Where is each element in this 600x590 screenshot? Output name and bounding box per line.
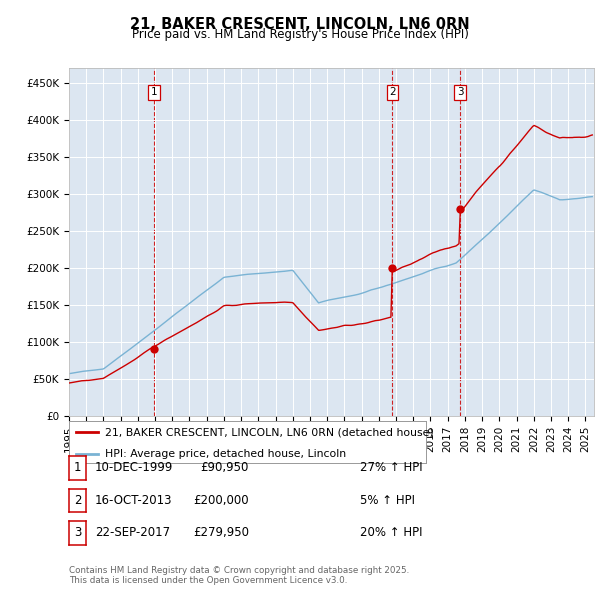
Text: 10-DEC-1999: 10-DEC-1999 (95, 461, 173, 474)
Text: Contains HM Land Registry data © Crown copyright and database right 2025.
This d: Contains HM Land Registry data © Crown c… (69, 566, 409, 585)
Text: 21, BAKER CRESCENT, LINCOLN, LN6 0RN (detached house): 21, BAKER CRESCENT, LINCOLN, LN6 0RN (de… (105, 427, 433, 437)
Text: 2: 2 (74, 494, 81, 507)
Text: £200,000: £200,000 (193, 494, 249, 507)
Text: 21, BAKER CRESCENT, LINCOLN, LN6 0RN: 21, BAKER CRESCENT, LINCOLN, LN6 0RN (130, 17, 470, 31)
Text: 5% ↑ HPI: 5% ↑ HPI (360, 494, 415, 507)
Text: 22-SEP-2017: 22-SEP-2017 (95, 526, 170, 539)
Text: 3: 3 (457, 87, 463, 97)
Text: £90,950: £90,950 (200, 461, 249, 474)
Text: 16-OCT-2013: 16-OCT-2013 (95, 494, 172, 507)
Text: £279,950: £279,950 (193, 526, 249, 539)
Text: 1: 1 (74, 461, 81, 474)
Text: 20% ↑ HPI: 20% ↑ HPI (360, 526, 422, 539)
Text: HPI: Average price, detached house, Lincoln: HPI: Average price, detached house, Linc… (105, 449, 346, 459)
Text: 3: 3 (74, 526, 81, 539)
Text: 1: 1 (151, 87, 157, 97)
Text: 27% ↑ HPI: 27% ↑ HPI (360, 461, 422, 474)
Text: Price paid vs. HM Land Registry's House Price Index (HPI): Price paid vs. HM Land Registry's House … (131, 28, 469, 41)
Text: 2: 2 (389, 87, 396, 97)
